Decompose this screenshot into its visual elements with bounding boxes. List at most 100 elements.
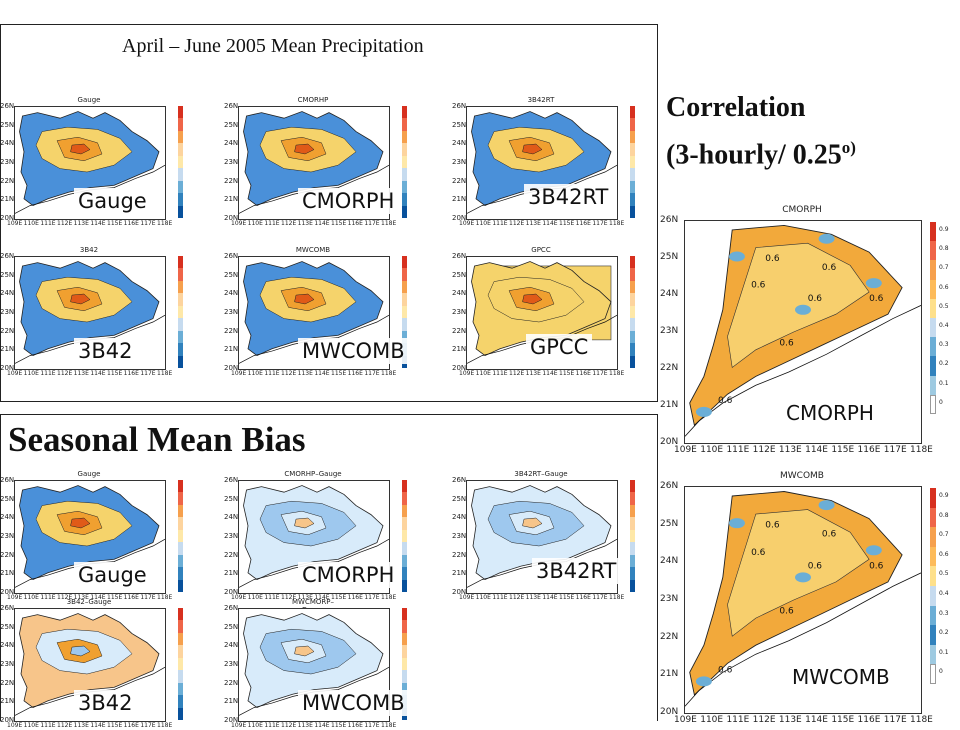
lon-tick-label: 109E [459,220,475,227]
corr-colorbar [930,222,936,414]
lon-tick-label: 116E [123,220,139,227]
colorbar [178,106,183,218]
corr-model-label: CMORPH [782,400,878,426]
bias-panel-gauge: Gauge 26N 25N 24N 23N 22N 21N 20N 109E 110E 111E 11… [0,470,200,606]
colorbar-segment [630,155,635,169]
colorbar-segment [178,620,183,633]
corr-colorbar-tick: 0.6 [939,550,949,558]
lon-tick-label: 118E [609,220,625,227]
lat-tick-label: 25N [0,270,15,279]
lat-tick-label: 20N [224,214,239,222]
corr-low-patch [795,572,811,583]
panel-small-title: GPCC [531,246,551,254]
lon-tick-label: 115E [559,594,575,601]
lon-tick-label: 112E [509,594,525,601]
colorbar-segment [630,517,635,530]
colorbar-segment [402,657,407,671]
panel-small-title: Gauge [77,470,101,478]
corr-lat-tick: 26N [660,215,679,225]
colorbar-segment [178,293,183,306]
lon-tick-label: 109E [231,220,247,227]
lon-tick-label: 114E [314,722,330,729]
corr-colorbar-tick: 0.1 [939,379,949,387]
colorbar-segment [402,318,407,331]
corr-contour-label: 0.6 [822,530,837,540]
corr-colorbar-tick: 0.1 [939,648,949,656]
corr-lat-tick: 23N [660,326,679,336]
panel-model-label: 3B42RT [524,184,613,210]
colorbar-segment [178,542,183,555]
corr-lon-tick: 110E [700,445,724,455]
colorbar [402,106,407,218]
correlation-superscript: o) [841,138,856,157]
lat-tick-label: 21N [0,569,15,578]
lat-tick-label: 24N [452,139,467,148]
colorbar-segment [402,130,407,144]
corr-low-patch [865,545,882,556]
corr-contour-label: 0.6 [718,665,733,675]
colorbar-segment [630,554,635,568]
corr-lon-tick: 118E [910,445,933,455]
lat-tick-label: 21N [224,569,239,578]
corr-contour-label: 0.6 [751,281,766,291]
colorbar-segment [402,330,407,344]
lon-tick-label: 117E [364,370,380,377]
colorbar [178,256,183,368]
lon-tick-label: 110E [475,594,491,601]
corr-contour-label: 0.6 [822,263,837,273]
colorbar-segment [630,118,635,131]
corr-colorbar-segment [930,585,936,606]
corr-contour-label: 0.6 [751,548,766,558]
corr-colorbar-tick: 0.4 [939,590,949,597]
contour-band-3 [522,517,543,529]
lat-tick-label: 24N [224,641,239,650]
contour-band-3 [294,143,315,155]
colorbar-segment [178,256,183,269]
lat-tick-label: 22N [452,550,467,559]
lon-tick-label: 112E [57,220,73,227]
corr-colorbar-segment [930,566,936,586]
corr-low-patch [865,278,882,289]
lon-tick-label: 117E [140,220,156,227]
corr-lon-tick: 111E [726,715,750,725]
corr-colorbar-segment [930,605,936,626]
lon-tick-label: 115E [331,722,347,729]
corr-lat-tick: 25N [660,252,679,262]
colorbar-segment [630,343,635,356]
corr-colorbar-segment [930,222,936,242]
colorbar-segment [402,670,407,683]
lon-tick-label: 112E [57,722,73,729]
contour-band-3 [70,645,91,657]
corr-low-patch [818,233,835,244]
lon-tick-label: 116E [347,220,363,227]
lat-tick-label: 21N [0,345,15,354]
lon-tick-label: 114E [90,220,106,227]
corr-colorbar-tick: 0.3 [939,609,949,617]
lon-tick-label: 112E [281,370,297,377]
colorbar-segment [178,492,183,505]
lat-tick-label: 26N [0,476,15,484]
lon-tick-label: 115E [331,370,347,377]
lat-tick-label: 23N [452,158,467,166]
corr-colorbar-segment [930,488,936,508]
lat-tick-label: 25N [452,120,467,129]
corr-colorbar-segment [930,546,936,567]
panel-model-label: 3B42 [74,338,137,364]
lon-tick-label: 113E [73,370,89,377]
lon-tick-label: 111E [40,722,56,729]
correlation-title-line1: Correlation [666,92,806,123]
lon-tick-label: 113E [73,220,89,227]
bias-title: Seasonal Mean Bias [8,420,306,459]
bias-panel-3b42rt: 3B42RT–Gauge 26N 25N 24N 23N 22N 21N 20N 109E 110… [452,470,652,606]
corr-colorbar-tick: 0.5 [939,570,949,578]
colorbar-segment [630,529,635,543]
lon-tick-label: 118E [381,722,397,729]
corr-low-patch [695,406,712,417]
lon-tick-label: 115E [331,220,347,227]
corr-colorbar [930,488,936,684]
lat-tick-label: 24N [452,513,467,522]
colorbar [630,106,635,218]
corr-lon-tick: 118E [910,715,933,725]
colorbar [402,480,407,592]
contour-band-3 [70,293,91,305]
